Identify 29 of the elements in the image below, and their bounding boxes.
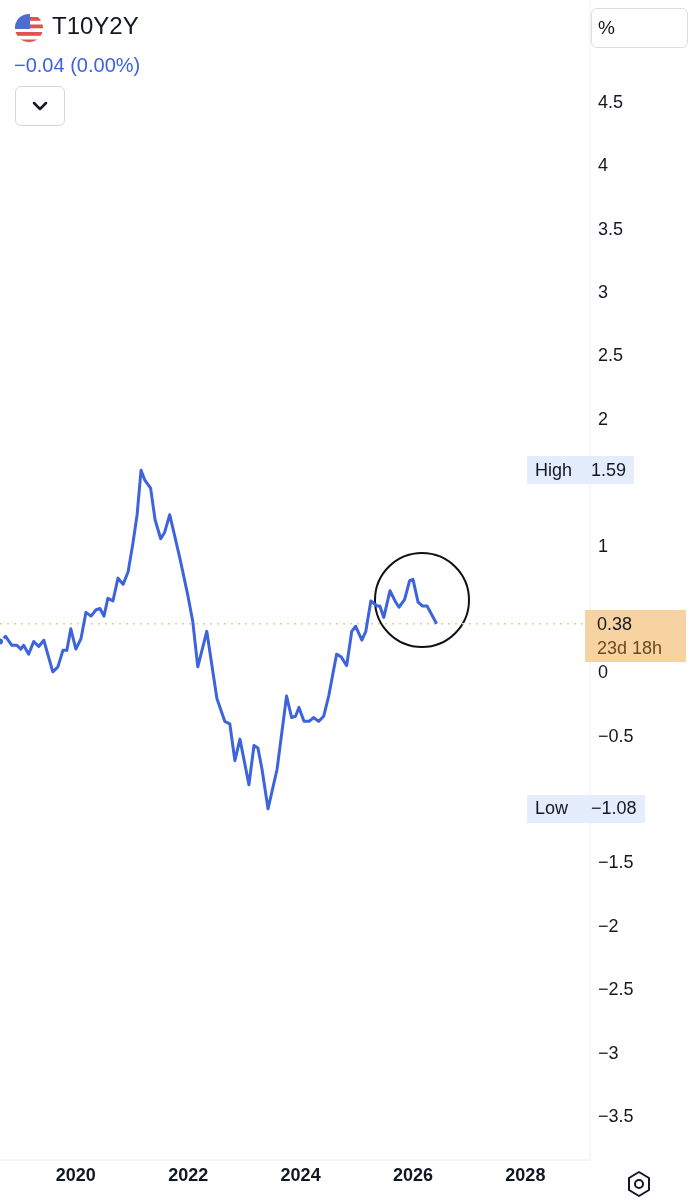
x-tick-label: 2028	[505, 1164, 546, 1185]
text: T10Y2Y	[52, 12, 139, 40]
x-tick-label: 2022	[168, 1164, 209, 1185]
y-tick-label: 4.5	[598, 91, 624, 112]
text: 1.59	[590, 459, 628, 481]
y-tick-label: −2	[598, 915, 619, 936]
annotation: High	[534, 459, 574, 481]
y-tick-label: −1.5	[598, 852, 634, 873]
y-tick-label: 2.5	[598, 345, 624, 366]
x-tick-label: 2026	[392, 1164, 434, 1185]
y-tick-label: 3.5	[598, 218, 624, 239]
y-tick-label: −0.5	[598, 725, 634, 746]
y-tick-label: 3	[598, 281, 609, 302]
ref-line-label: 0.38	[597, 612, 634, 636]
text: −0.04 (0.00%)	[14, 54, 141, 77]
y-tick-label: −2.5	[598, 979, 634, 1000]
text: 23d 18h	[597, 636, 664, 660]
text: −1.08	[590, 798, 638, 820]
y-tick-label: −3.5	[598, 1106, 634, 1127]
x-tick-label: 2024	[280, 1164, 321, 1185]
text: %	[591, 8, 688, 48]
y-tick-label: 1	[598, 535, 609, 556]
x-tick-label: 2020	[55, 1164, 96, 1185]
y-tick-label: 0	[598, 662, 609, 683]
line-series	[0, 468, 439, 811]
y-tick-label: 4	[598, 155, 609, 176]
annotation: Low	[534, 798, 570, 820]
y-tick-label: 2	[598, 408, 609, 429]
y-tick-label: −3	[598, 1042, 619, 1063]
